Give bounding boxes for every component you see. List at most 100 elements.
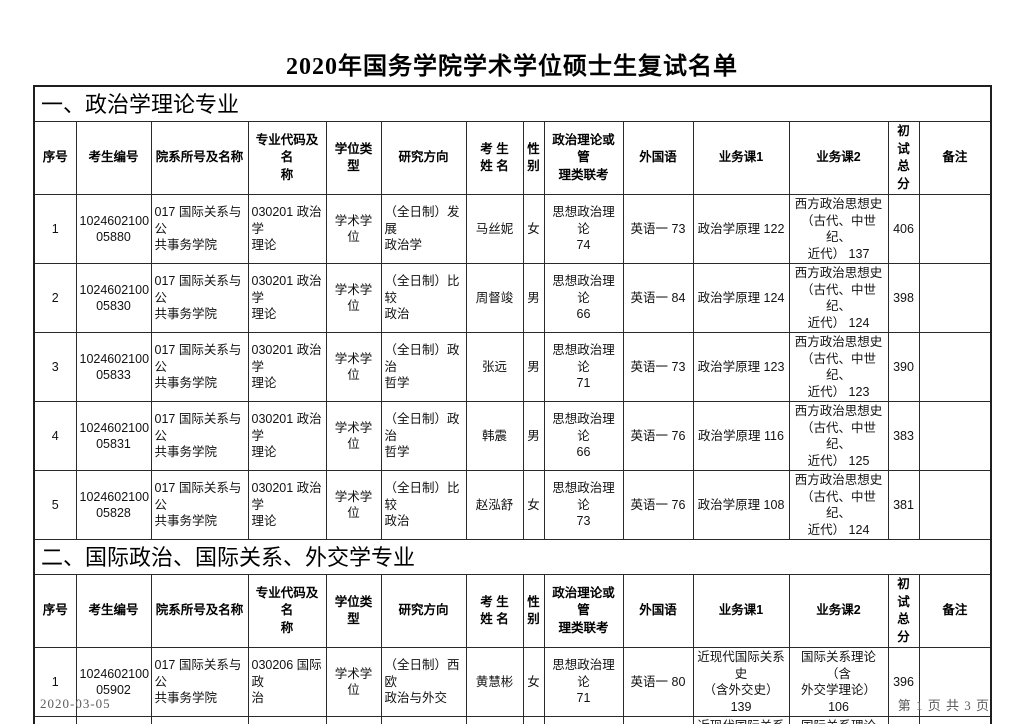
column-header-degree: 学位类型: [325, 121, 382, 195]
cell-department: 017 国际关系与公 共事务学院: [150, 647, 249, 717]
cell-index: 2: [33, 716, 77, 724]
table-row: 4 1024602100 05831 017 国际关系与公 共事务学院 030201 …: [33, 401, 992, 471]
page-footer: 2020-03-05 第 1 页 共 3 页: [40, 696, 990, 713]
cell-total: 396: [887, 647, 920, 717]
cell-course1: 政治学原理 122: [692, 194, 790, 264]
cell-politics: 思想政治理论 73: [543, 470, 624, 540]
cell-remark: [918, 647, 992, 717]
cell-direction: （全日制）比较 政治: [380, 263, 467, 333]
cell-major: 030201 政治学 理论: [247, 470, 327, 540]
cell-major: 030206 国际政 治: [247, 647, 327, 717]
cell-name: 巩帅: [465, 716, 524, 724]
cell-department: 017 国际关系与公 共事务学院: [150, 263, 249, 333]
column-header-foreign: 外国语: [622, 574, 694, 648]
cell-degree: 学术学位: [325, 401, 382, 471]
cell-candidate_no: 1024602100 05833: [75, 332, 152, 402]
column-header-department: 院系所号及名称: [150, 574, 249, 648]
cell-name: 韩震: [465, 401, 524, 471]
table-row: 1 1024602100 05880 017 国际关系与公 共事务学院 030201 …: [33, 194, 992, 264]
cell-course1: 政治学原理 108: [692, 470, 790, 540]
cell-index: 1: [33, 194, 77, 264]
cell-name: 张远: [465, 332, 524, 402]
section-row: 一、政治学理论专业: [33, 85, 992, 122]
column-header-remark: 备注: [918, 121, 992, 195]
cell-foreign: 英语一 84: [622, 263, 694, 333]
cell-course1: 近现代国际关系史 （含外交史） 138: [692, 716, 790, 724]
cell-politics: 思想政治理论 71: [543, 332, 624, 402]
column-header-course2: 业务课2: [788, 121, 889, 195]
section-title: 一、政治学理论专业: [33, 85, 992, 122]
cell-major: 030201 政治学 理论: [247, 194, 327, 264]
cell-degree: 学术学位: [325, 263, 382, 333]
cell-major: 030201 政治学 理论: [247, 332, 327, 402]
column-header-gender: 性 别: [522, 121, 545, 195]
cell-gender: 男: [522, 716, 545, 724]
roster-table-body: 一、政治学理论专业 序号 考生编号 院系所号及名称 专业代码及名 称学位类型 研究方向考 …: [33, 85, 992, 724]
cell-department: 017 国际关系与公 共事务学院: [150, 470, 249, 540]
table-row: 5 1024602100 05828 017 国际关系与公 共事务学院 030201 …: [33, 470, 992, 540]
cell-name: 黄慧彬: [465, 647, 524, 717]
cell-remark: [918, 401, 992, 471]
column-header-candidate_no: 考生编号: [75, 121, 152, 195]
table-header-row: 序号 考生编号 院系所号及名称 专业代码及名 称学位类型 研究方向考 生 姓 名性 别政…: [33, 121, 992, 195]
cell-gender: 男: [522, 332, 545, 402]
cell-department: 017 国际关系与公 共事务学院: [150, 194, 249, 264]
cell-course1: 政治学原理 123: [692, 332, 790, 402]
cell-direction: （全日制）欧洲 国际关系: [380, 716, 467, 724]
cell-remark: [918, 263, 992, 333]
cell-politics: 思想政治理论 73: [543, 716, 624, 724]
cell-course2: 西方政治思想史 （古代、中世纪、 近代） 123: [788, 332, 889, 402]
column-header-index: 序号: [33, 574, 77, 648]
cell-index: 4: [33, 401, 77, 471]
column-header-major: 专业代码及名 称: [247, 574, 327, 648]
footer-pagination: 第 1 页 共 3 页: [897, 697, 990, 713]
roster-table: 一、政治学理论专业 序号 考生编号 院系所号及名称 专业代码及名 称学位类型 研究方向考 …: [33, 85, 993, 724]
table-row: 3 1024602100 05833 017 国际关系与公 共事务学院 030201 …: [33, 332, 992, 402]
table-header-row: 序号 考生编号 院系所号及名称 专业代码及名 称学位类型 研究方向考 生 姓 名性 别政…: [33, 574, 992, 648]
cell-index: 1: [33, 647, 77, 717]
cell-remark: [918, 470, 992, 540]
cell-gender: 女: [522, 194, 545, 264]
column-header-degree: 学位类型: [325, 574, 382, 648]
cell-foreign: 英语一 80: [622, 647, 694, 717]
cell-course1: 政治学原理 124: [692, 263, 790, 333]
column-header-candidate_no: 考生编号: [75, 574, 152, 648]
table-row: 2 1024602100 05830 017 国际关系与公 共事务学院 030201 …: [33, 263, 992, 333]
column-header-total: 初试 总分: [887, 121, 920, 195]
cell-direction: （全日制）西欧 政治与外交: [380, 647, 467, 717]
cell-major: 030207 国际关 系: [247, 716, 327, 724]
column-header-course1: 业务课1: [692, 574, 790, 648]
cell-major: 030201 政治学 理论: [247, 263, 327, 333]
column-header-foreign: 外国语: [622, 121, 694, 195]
column-header-name: 考 生 姓 名: [465, 574, 524, 648]
cell-course2: 西方政治思想史 （古代、中世纪、 近代） 137: [788, 194, 889, 264]
column-header-total: 初试 总分: [887, 574, 920, 648]
column-header-politics: 政治理论或管 理类联考: [543, 121, 624, 195]
cell-course1: 政治学原理 116: [692, 401, 790, 471]
cell-department: 017 国际关系与公 共事务学院: [150, 716, 249, 724]
column-header-direction: 研究方向: [380, 121, 467, 195]
cell-remark: [918, 194, 992, 264]
cell-degree: 学术学位: [325, 194, 382, 264]
cell-major: 030201 政治学 理论: [247, 401, 327, 471]
cell-degree: 学术学位: [325, 647, 382, 717]
cell-politics: 思想政治理论 66: [543, 401, 624, 471]
column-header-name: 考 生 姓 名: [465, 121, 524, 195]
column-header-gender: 性 别: [522, 574, 545, 648]
cell-candidate_no: 1024602100 05982: [75, 716, 152, 724]
cell-total: 383: [887, 401, 920, 471]
cell-name: 马丝妮: [465, 194, 524, 264]
table-row: 1 1024602100 05902 017 国际关系与公 共事务学院 030206 …: [33, 647, 992, 717]
cell-gender: 女: [522, 647, 545, 717]
column-header-remark: 备注: [918, 574, 992, 648]
cell-course2: 西方政治思想史 （古代、中世纪、 近代） 124: [788, 470, 889, 540]
cell-total: 381: [887, 470, 920, 540]
cell-candidate_no: 1024602100 05880: [75, 194, 152, 264]
cell-gender: 男: [522, 263, 545, 333]
cell-politics: 思想政治理论 74: [543, 194, 624, 264]
column-header-major: 专业代码及名 称: [247, 121, 327, 195]
cell-degree: 学术学位: [325, 470, 382, 540]
cell-foreign: 英语一 76: [622, 401, 694, 471]
